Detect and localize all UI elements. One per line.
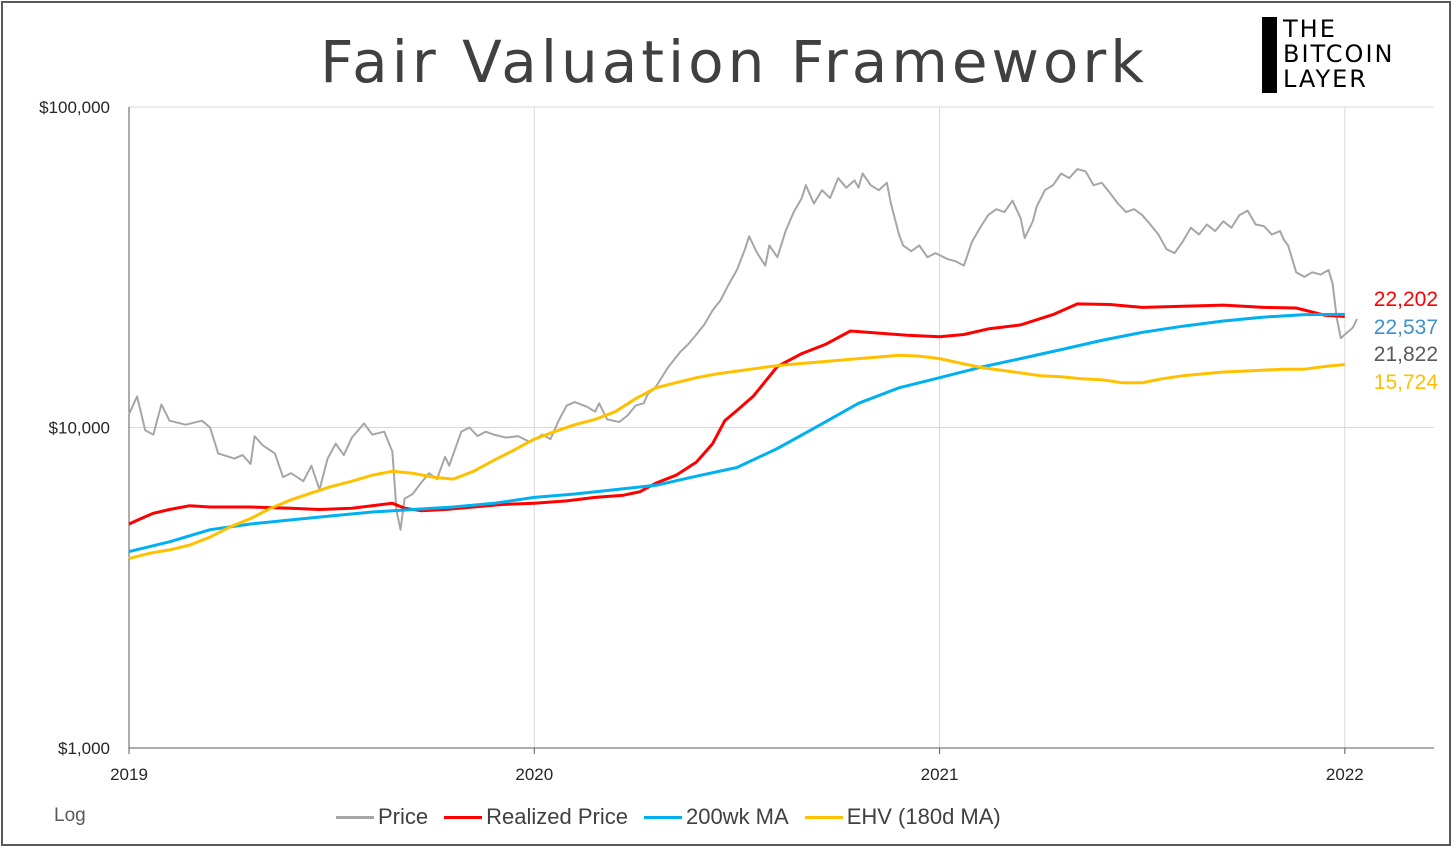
chart-title: Fair Valuation Framework <box>320 28 1148 96</box>
x-tick-label-0: 2019 <box>110 765 148 784</box>
end-label-1: 22,537 <box>1374 316 1438 339</box>
y-tick-label-1: $10,000 <box>49 419 110 438</box>
end-labels: 22,202 22,537 21,822 15,724 <box>1374 288 1439 394</box>
legend-item-ehv-180d-ma: EHV (180d MA) <box>804 804 1001 830</box>
legend-item-200wk-ma: 200wk MA <box>643 804 789 830</box>
legend-swatch <box>643 815 682 819</box>
end-label-0: 22,202 <box>1374 288 1438 311</box>
logo-line-2: BITCOIN <box>1283 40 1395 68</box>
series-line-realized-price <box>128 302 1345 526</box>
legend-item-price: Price <box>336 804 428 830</box>
end-label-3: 15,724 <box>1374 371 1439 394</box>
x-tick-label-3: 2022 <box>1326 765 1364 784</box>
logo-bar <box>1262 17 1277 93</box>
y-tick-label-2: $100,000 <box>39 98 110 117</box>
series-line-200wk-ma <box>128 312 1345 554</box>
legend-label: Realized Price <box>486 804 628 829</box>
legend-swatch <box>804 815 843 819</box>
legend-swatch <box>444 815 483 819</box>
x-tick-label-1: 2020 <box>515 765 553 784</box>
grid-lines <box>129 106 1434 748</box>
legend-swatch <box>336 815 374 819</box>
legend: Price Realized Price 200wk MA EHV (180d MA) <box>336 803 1017 831</box>
legend-item-realized-price: Realized Price <box>444 804 628 830</box>
bitcoin-layer-logo: THE BITCOIN LAYER <box>1262 17 1442 95</box>
y-tick-label-0: $1,000 <box>58 739 110 758</box>
logo-line-3: LAYER <box>1283 65 1368 93</box>
legend-label: EHV (180d MA) <box>846 804 1001 829</box>
legend-label: 200wk MA <box>685 804 789 829</box>
series-line-price <box>128 168 1358 531</box>
scale-note: Log <box>54 805 86 826</box>
logo-line-1: THE <box>1283 15 1337 43</box>
end-label-2: 21,822 <box>1374 343 1438 366</box>
x-tick-label-2: 2021 <box>921 765 959 784</box>
series-lines <box>128 168 1358 561</box>
axes: $1,000 $10,000 $100,000 2019 2020 2021 2022 <box>39 98 1434 784</box>
series-line-ehv-180d-ma <box>128 353 1345 561</box>
legend-label: Price <box>378 804 429 829</box>
